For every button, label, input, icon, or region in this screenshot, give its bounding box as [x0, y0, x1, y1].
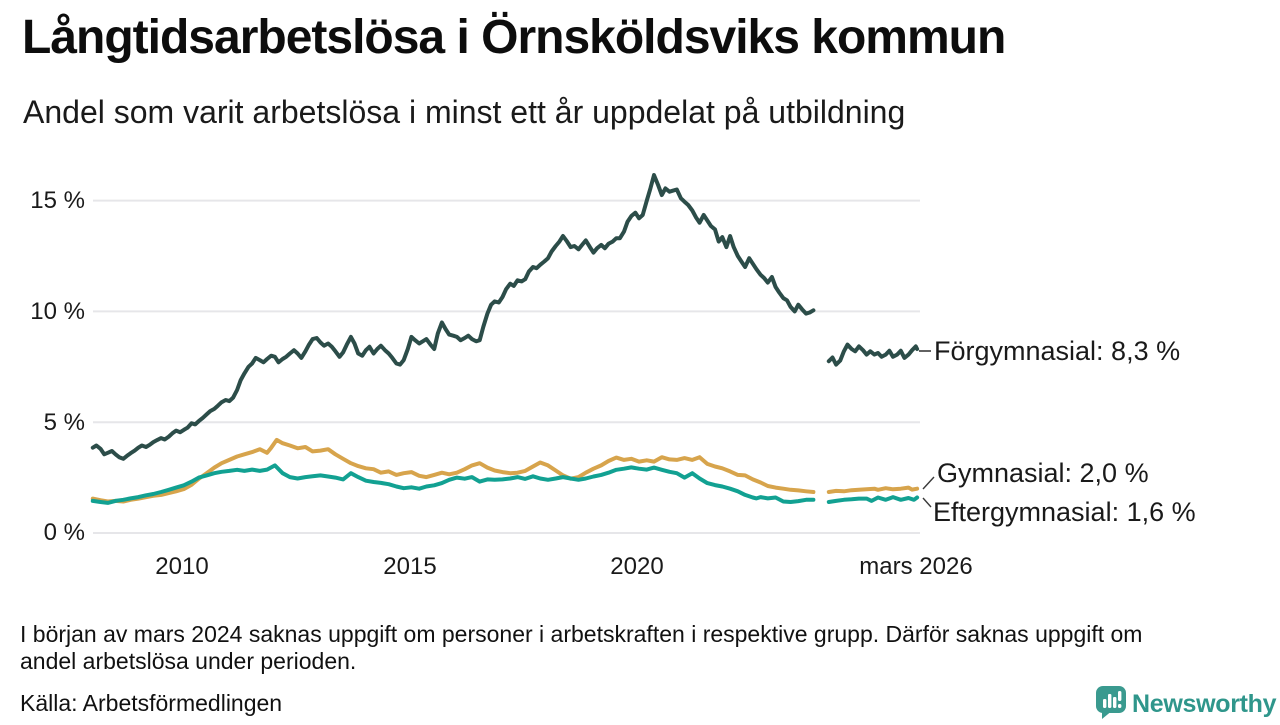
x-tick-mars-2026: mars 2026 — [859, 553, 973, 580]
y-tick-0: 0 % — [43, 519, 85, 546]
series-line-eftergymnasial-segment-0 — [90, 463, 816, 505]
newsworthy-logo-text: Newsworthy — [1132, 690, 1277, 718]
series-line-gymnasial-segment-0 — [90, 437, 816, 504]
series-lines — [90, 173, 920, 505]
y-tick-5: 5 % — [43, 409, 85, 436]
newsworthy-logo[interactable]: Newsworthy — [1094, 684, 1280, 720]
x-tick-2015: 2015 — [383, 553, 437, 580]
x-tick-2020: 2020 — [610, 553, 664, 580]
series-line-gymnasial-segment-1 — [826, 485, 920, 494]
source-attribution: Källa: Arbetsförmedlingen — [20, 690, 283, 716]
page-title: Långtidsarbetslösa i Örnsköldsviks kommu… — [22, 11, 1006, 64]
series-line-eftergymnasial-segment-1 — [826, 495, 920, 504]
gridlines — [93, 199, 920, 534]
series-line-forgymnasial-segment-1 — [826, 342, 920, 367]
series-label-forgymnasial: Förgymnasial: 8,3 % — [934, 336, 1181, 366]
leader-line-eftergymnasial — [922, 497, 932, 508]
newsworthy-logo-icon — [1096, 686, 1126, 719]
footnote-line-2: andel arbetslösa under perioden. — [20, 648, 357, 674]
series-line-forgymnasial-segment-0 — [90, 173, 816, 461]
y-tick-15: 15 % — [30, 187, 85, 214]
footnote-line-1: I början av mars 2024 saknas uppgift om … — [20, 621, 1143, 647]
x-tick-2010: 2010 — [155, 553, 209, 580]
series-label-gymnasial: Gymnasial: 2,0 % — [937, 458, 1149, 488]
page-subtitle: Andel som varit arbetslösa i minst ett å… — [23, 94, 906, 130]
leader-line-gymnasial — [922, 476, 935, 490]
series-label-eftergymnasial: Eftergymnasial: 1,6 % — [933, 497, 1196, 527]
y-tick-10: 10 % — [30, 298, 85, 325]
